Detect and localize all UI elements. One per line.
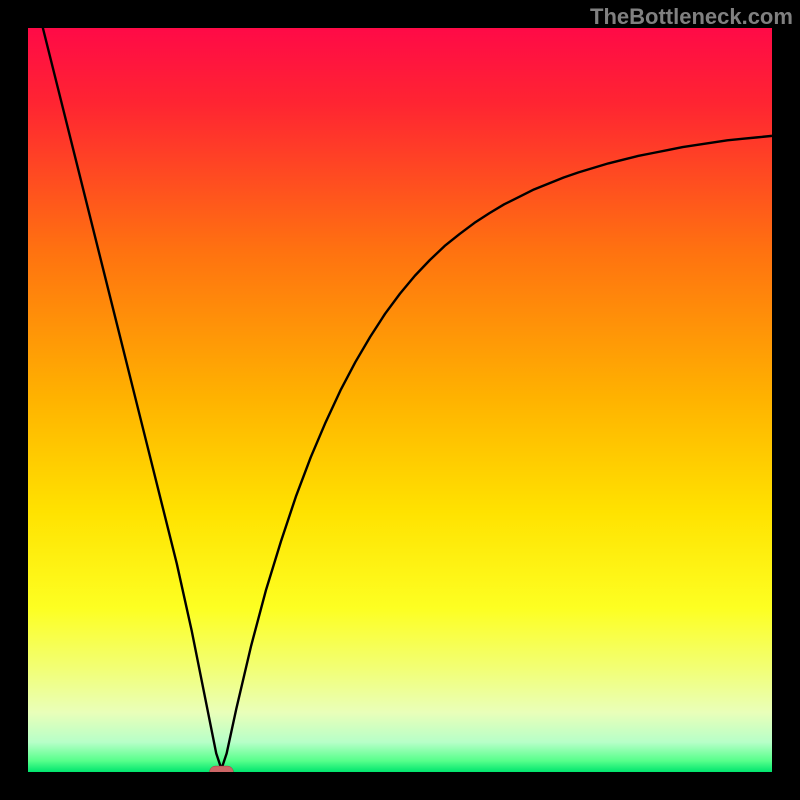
watermark-text: TheBottleneck.com [590,4,793,30]
plot-background [28,28,772,772]
chart-container: TheBottleneck.com [0,0,800,800]
bottleneck-chart [28,28,772,772]
optimal-marker [210,766,234,772]
